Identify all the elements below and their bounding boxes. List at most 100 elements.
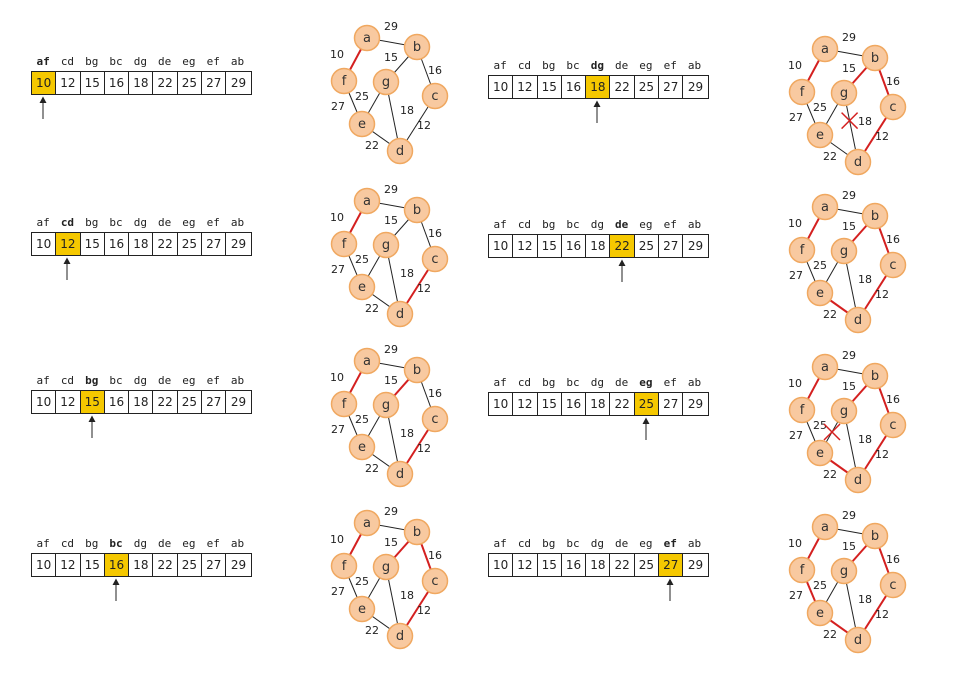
- weight-cell: 12: [56, 554, 81, 576]
- weight-cell: 25: [178, 554, 203, 576]
- edge-label: dg: [133, 537, 147, 550]
- weight-cell: 27: [659, 76, 684, 98]
- edge-weight-label: 12: [417, 604, 431, 617]
- node-g: g: [830, 397, 858, 425]
- edge-label: bg: [542, 59, 556, 72]
- node-e: e: [348, 110, 376, 138]
- edge-label: ef: [206, 55, 220, 68]
- edge-label: cd: [517, 376, 532, 389]
- edge-weight-label: 10: [330, 211, 344, 224]
- node-d: d: [386, 460, 414, 488]
- node-label: d: [854, 473, 862, 488]
- node-b: b: [403, 196, 431, 224]
- edge-label: dg: [590, 537, 604, 550]
- edge-label-row: af cd bg bc dg de eg ef ab: [488, 59, 707, 73]
- edge-weight-label: 16: [886, 393, 900, 406]
- node-label: f: [800, 85, 805, 100]
- node-d: d: [844, 306, 872, 334]
- edge-weight-label: 15: [842, 380, 856, 393]
- node-label: c: [889, 578, 896, 593]
- edge-weight-label: 15: [384, 374, 398, 387]
- edge-label: bg: [542, 218, 556, 231]
- edge-label: bc: [566, 218, 580, 231]
- edge-weight-label: 18: [400, 427, 414, 440]
- edge-label: ef: [206, 216, 220, 229]
- node-b: b: [861, 44, 889, 72]
- current-weight-cell: 16: [104, 554, 130, 576]
- node-label: b: [413, 40, 421, 55]
- edge-label: de: [615, 376, 629, 389]
- edge-weight-label: 15: [842, 62, 856, 75]
- edge-label: ef: [663, 376, 677, 389]
- node-e: e: [348, 433, 376, 461]
- edge-label-row: af cd bg bc dg de eg ef ab: [488, 376, 707, 390]
- weight-cell: 10: [489, 554, 514, 576]
- edge-label: cd: [517, 218, 532, 231]
- edge-weight-label: 16: [886, 553, 900, 566]
- edge-weight-row: 10 12 15 16 18 22 25 27 29: [31, 390, 252, 414]
- edge-label: dg: [590, 59, 604, 72]
- node-g: g: [830, 237, 858, 265]
- edge-weight-label: 18: [400, 589, 414, 602]
- edge-label: eg: [182, 216, 196, 229]
- edge-weight-label: 29: [842, 189, 856, 202]
- edge-weight-label: 10: [788, 537, 802, 550]
- edge-label: bg: [542, 376, 556, 389]
- weight-cell: 18: [586, 393, 611, 415]
- weight-cell: 16: [105, 391, 130, 413]
- edge-label: eg: [182, 537, 196, 550]
- edge-label: eg: [639, 59, 653, 72]
- edge-weight-label: 29: [842, 31, 856, 44]
- node-e: e: [806, 279, 834, 307]
- edge-weight-label: 29: [842, 349, 856, 362]
- weight-cell: 18: [129, 233, 154, 255]
- node-g: g: [372, 391, 400, 419]
- node-label: d: [854, 313, 862, 328]
- node-label: b: [413, 203, 421, 218]
- pointer-arrow-icon: [593, 100, 601, 123]
- node-c: c: [421, 567, 449, 595]
- edge-weight-label: 25: [355, 575, 369, 588]
- edge-weight-label: 22: [823, 308, 837, 321]
- node-label: d: [854, 633, 862, 648]
- pointer-arrow-icon: [63, 257, 71, 280]
- weight-cell: 29: [230, 558, 247, 572]
- node-a: a: [353, 24, 381, 52]
- node-label: a: [821, 200, 829, 215]
- edge-label: af: [493, 59, 507, 72]
- edge-weight-label: 15: [384, 536, 398, 549]
- edge-weight-label: 12: [417, 282, 431, 295]
- node-f: f: [788, 78, 816, 106]
- edge-weight-label: 16: [886, 233, 900, 246]
- weight-cell: 22: [153, 391, 178, 413]
- edge-weight-row: 10 12 15 16 18 22 25 27 29: [31, 71, 252, 95]
- node-label: b: [413, 525, 421, 540]
- node-e: e: [348, 273, 376, 301]
- edge-label-row: af cd bg bc dg de eg ef ab: [31, 216, 250, 230]
- edge-label: bg: [85, 216, 99, 229]
- edge-label: ef: [206, 374, 220, 387]
- edge-array-step-3: af cd bg bc dg de eg ef ab 10 12 15 16 18 22 25 27 29: [31, 374, 252, 440]
- weight-cell: 15: [81, 233, 105, 255]
- node-label: c: [431, 412, 438, 427]
- edge-weight-label: 10: [788, 217, 802, 230]
- edge-label: ef: [663, 537, 677, 550]
- edge-label: ab: [230, 537, 245, 550]
- current-weight-cell: 15: [80, 391, 105, 413]
- node-a: a: [811, 193, 839, 221]
- edge-label-row: af cd bg bc dg de eg ef ab: [488, 218, 707, 232]
- node-label: a: [363, 516, 371, 531]
- node-label: e: [358, 117, 366, 132]
- edge-label: de: [158, 216, 172, 229]
- node-label: d: [396, 144, 404, 159]
- current-weight-cell: 10: [32, 72, 57, 94]
- weight-cell: 18: [129, 72, 154, 94]
- weight-cell: 12: [513, 393, 538, 415]
- node-e: e: [806, 121, 834, 149]
- edge-weight-row: 10 12 15 16 18 22 25 27 29: [31, 232, 252, 256]
- node-label: d: [396, 629, 404, 644]
